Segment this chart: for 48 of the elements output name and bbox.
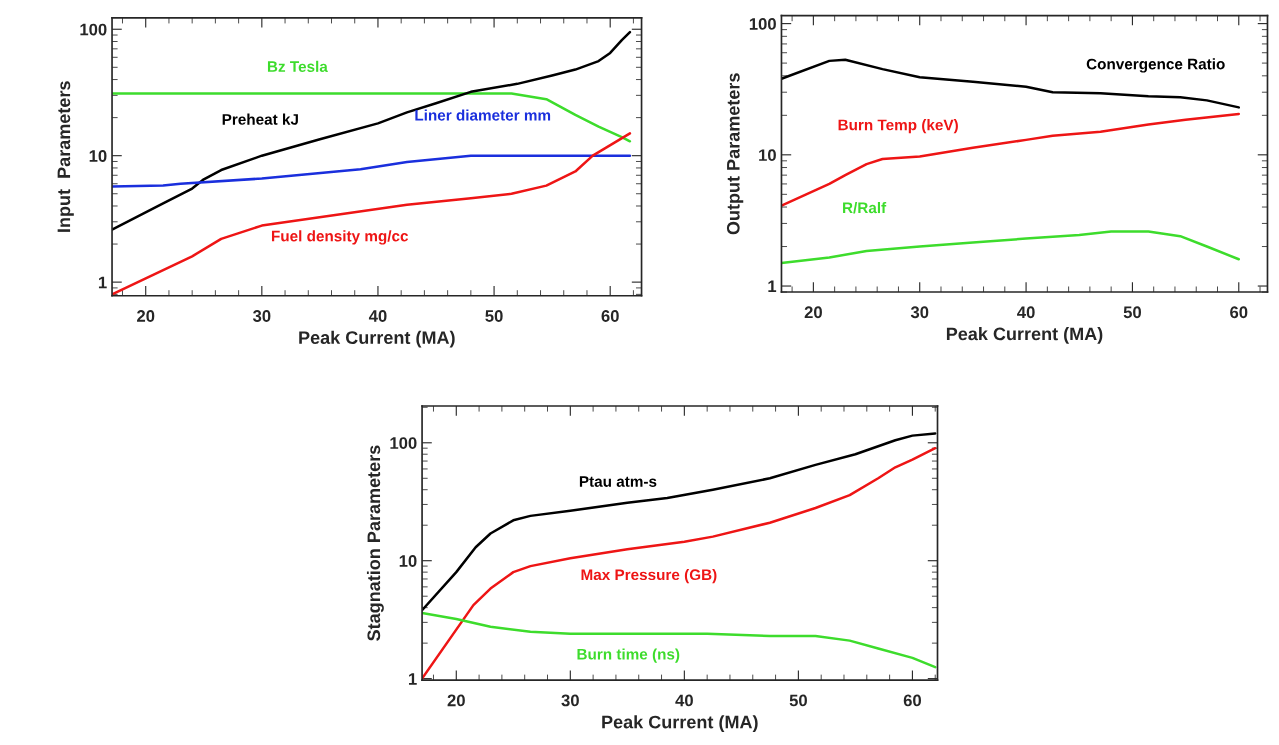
x-tick-label: 20: [804, 306, 822, 319]
x-tick-label: 60: [903, 694, 922, 707]
y-axis-title: Input Parameters: [57, 81, 74, 232]
line-series: [112, 132, 632, 296]
series-label: Max Pressure (GB): [581, 568, 717, 584]
x-tick-label: 40: [675, 694, 693, 707]
x-tick-label: 30: [561, 694, 579, 707]
x-tick-label: 20: [137, 310, 155, 322]
series-label: Preheat kJ: [222, 113, 298, 125]
x-axis-title: Peak Current (MA): [602, 715, 758, 732]
series-label: Ptau atm-s: [579, 476, 657, 487]
line-series: [112, 154, 632, 188]
x-tick-label: 60: [1230, 306, 1248, 319]
text: Liner diameter mm: [415, 109, 551, 121]
text: R/Ralf: [843, 202, 887, 214]
series-label: Burn time (ns): [577, 648, 680, 663]
y-tick-label: 1: [408, 673, 417, 685]
x-tick-label: 20: [447, 694, 465, 707]
x-tick-label: 30: [910, 306, 929, 319]
y-tick-label: 1: [768, 280, 777, 293]
series-label: Burn Temp (keV): [838, 119, 958, 134]
line-series: [112, 30, 632, 231]
y-tick-label: 100: [80, 23, 107, 36]
series-label: Fuel density mg/cc: [271, 230, 409, 245]
y-tick-label: 10: [759, 149, 776, 162]
y-tick-label: 10: [89, 150, 107, 162]
x-tick-label: 50: [1123, 306, 1142, 319]
y-axis-title: Output Parameters: [726, 73, 744, 235]
x-tick-label: 40: [1017, 306, 1035, 319]
line-series: [781, 58, 1241, 109]
x-axis-title: Peak Current (MA): [946, 327, 1103, 344]
line-series: [422, 611, 937, 669]
y-tick-label: 100: [749, 18, 776, 30]
x-tick-label: 50: [485, 310, 503, 322]
x-tick-label: 30: [252, 310, 271, 322]
line-series: [781, 230, 1241, 265]
x-tick-label: 50: [789, 694, 807, 707]
y-tick-label: 10: [399, 555, 417, 567]
line-series: [422, 432, 937, 612]
series-label: Bz Tesla: [267, 60, 328, 72]
line-series: [112, 92, 632, 143]
y-tick-label: 1: [98, 276, 107, 289]
x-axis-title: Peak Current (MA): [299, 330, 455, 348]
y-tick-label: 100: [390, 437, 417, 449]
series-label: Convergence Ratio: [1086, 58, 1225, 73]
x-tick-label: 60: [601, 310, 619, 322]
y-axis-title: Stagnation Parameters: [366, 445, 384, 641]
x-tick-label: 40: [368, 310, 387, 322]
